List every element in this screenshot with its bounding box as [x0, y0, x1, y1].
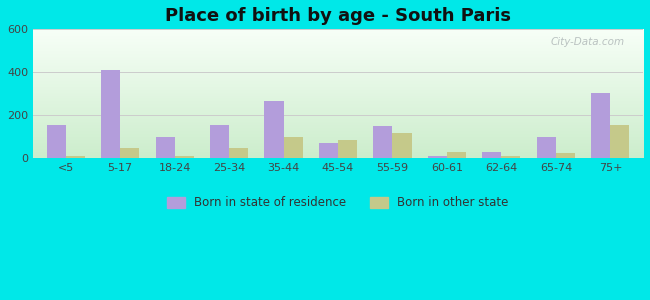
Bar: [537, 136, 556, 158]
Bar: [210, 125, 229, 158]
Bar: [66, 156, 84, 158]
Bar: [556, 153, 575, 158]
Legend: Born in state of residence, Born in other state: Born in state of residence, Born in othe…: [162, 192, 514, 214]
Bar: [120, 148, 139, 158]
Bar: [319, 143, 338, 158]
Bar: [101, 70, 120, 158]
Bar: [393, 134, 411, 158]
Bar: [428, 156, 447, 158]
Bar: [482, 152, 501, 158]
Bar: [447, 152, 466, 158]
Bar: [283, 136, 303, 158]
Bar: [47, 125, 66, 158]
Bar: [501, 156, 521, 158]
Bar: [592, 93, 610, 158]
Bar: [265, 101, 283, 158]
Bar: [229, 148, 248, 158]
Bar: [175, 156, 194, 158]
Bar: [338, 140, 357, 158]
Text: City-Data.com: City-Data.com: [551, 37, 625, 47]
Bar: [373, 126, 393, 158]
Title: Place of birth by age - South Paris: Place of birth by age - South Paris: [165, 7, 511, 25]
Bar: [610, 125, 629, 158]
Bar: [155, 136, 175, 158]
